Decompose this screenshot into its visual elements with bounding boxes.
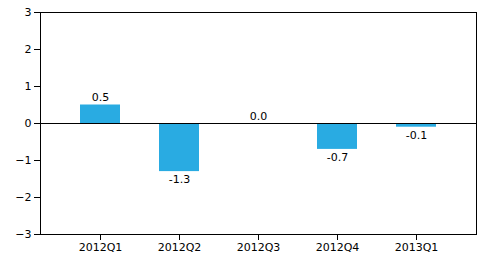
svg-text:-1.3: -1.3	[169, 173, 190, 186]
svg-text:0.0: 0.0	[250, 110, 268, 123]
svg-text:-0.7: -0.7	[327, 151, 348, 164]
svg-text:2012Q3: 2012Q3	[237, 241, 281, 254]
svg-text:0: 0	[25, 117, 32, 130]
svg-text:2: 2	[25, 43, 32, 56]
svg-text:−2: −2	[15, 191, 31, 204]
svg-text:0.5: 0.5	[92, 91, 110, 104]
svg-text:-0.1: -0.1	[406, 129, 427, 142]
svg-text:−3: −3	[15, 228, 31, 241]
svg-text:−1: −1	[15, 154, 31, 167]
svg-text:2012Q2: 2012Q2	[158, 241, 202, 254]
svg-text:2013Q1: 2013Q1	[395, 241, 439, 254]
svg-text:1: 1	[25, 80, 32, 93]
svg-text:3: 3	[25, 6, 32, 19]
svg-text:2012Q1: 2012Q1	[79, 241, 123, 254]
svg-text:2012Q4: 2012Q4	[316, 241, 360, 254]
